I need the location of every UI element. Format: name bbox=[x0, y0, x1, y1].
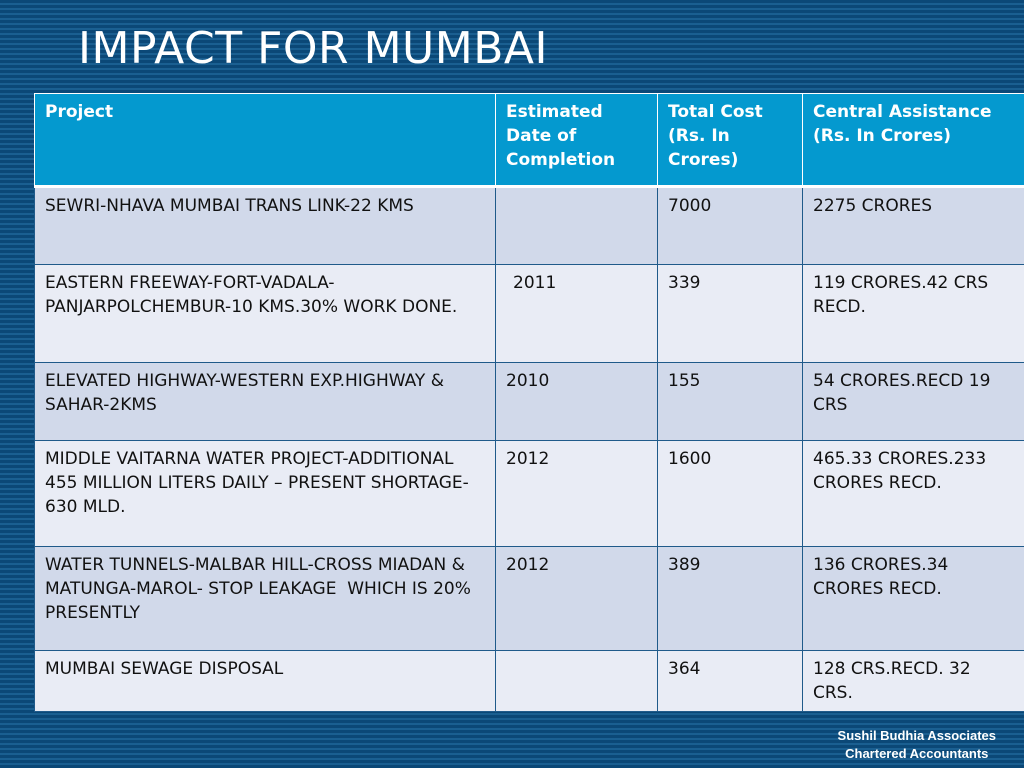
cell-project: MIDDLE VAITARNA WATER PROJECT-ADDITIONAL… bbox=[34, 440, 496, 547]
table-row: WATER TUNNELS-MALBAR HILL-CROSS MIADAN &… bbox=[34, 546, 1024, 651]
cell-project: ELEVATED HIGHWAY-WESTERN EXP.HIGHWAY & S… bbox=[34, 362, 496, 441]
table-row: ELEVATED HIGHWAY-WESTERN EXP.HIGHWAY & S… bbox=[34, 362, 1024, 441]
footer-firm-subtitle: Chartered Accountants bbox=[845, 746, 989, 761]
cell-assistance: 2275 CRORES bbox=[802, 186, 1024, 265]
cell-project: WATER TUNNELS-MALBAR HILL-CROSS MIADAN &… bbox=[34, 546, 496, 651]
header-estimated-date: Estimated Date of Completion bbox=[495, 93, 658, 188]
cell-date: 2010 bbox=[495, 362, 658, 441]
cell-cost: 1600 bbox=[657, 440, 803, 547]
cell-cost: 364 bbox=[657, 650, 803, 712]
cell-date: 2012 bbox=[495, 546, 658, 651]
table-row: SEWRI-NHAVA MUMBAI TRANS LINK-22 KMS 700… bbox=[34, 186, 1024, 265]
footer-credit: Sushil Budhia Associates Chartered Accou… bbox=[838, 727, 996, 763]
cell-cost: 339 bbox=[657, 264, 803, 363]
cell-date: 2012 bbox=[495, 440, 658, 547]
cell-cost: 389 bbox=[657, 546, 803, 651]
header-central-assistance: Central Assistance (Rs. In Crores) bbox=[802, 93, 1024, 188]
table-row: MIDDLE VAITARNA WATER PROJECT-ADDITIONAL… bbox=[34, 440, 1024, 547]
projects-table: Project Estimated Date of Completion Tot… bbox=[34, 93, 1024, 712]
cell-assistance: 119 CRORES.42 CRS RECD. bbox=[802, 264, 1024, 363]
header-central-assistance-line1: Central Assistance bbox=[813, 102, 992, 122]
cell-project: MUMBAI SEWAGE DISPOSAL bbox=[34, 650, 496, 712]
cell-assistance: 136 CRORES.34 CRORES RECD. bbox=[802, 546, 1024, 651]
table-row: MUMBAI SEWAGE DISPOSAL 364 128 CRS.RECD.… bbox=[34, 650, 1024, 712]
cell-date bbox=[495, 186, 658, 265]
cell-cost: 7000 bbox=[657, 186, 803, 265]
header-central-assistance-line2: (Rs. In Crores) bbox=[813, 126, 952, 146]
cell-project: EASTERN FREEWAY-FORT-VADALA-PANJARPOLCHE… bbox=[34, 264, 496, 363]
table-row: EASTERN FREEWAY-FORT-VADALA-PANJARPOLCHE… bbox=[34, 264, 1024, 363]
cell-date: 2011 bbox=[495, 264, 658, 363]
cell-cost: 155 bbox=[657, 362, 803, 441]
header-total-cost: Total Cost (Rs. In Crores) bbox=[657, 93, 803, 188]
cell-assistance: 54 CRORES.RECD 19 CRS bbox=[802, 362, 1024, 441]
header-project: Project bbox=[34, 93, 496, 188]
slide-title: IMPACT FOR MUMBAI bbox=[78, 23, 548, 74]
cell-assistance: 465.33 CRORES.233 CRORES RECD. bbox=[802, 440, 1024, 547]
footer-firm-name: Sushil Budhia Associates bbox=[837, 728, 996, 743]
table-header-row: Project Estimated Date of Completion Tot… bbox=[34, 93, 1024, 188]
cell-date bbox=[495, 650, 658, 712]
cell-assistance: 128 CRS.RECD. 32 CRS. bbox=[802, 650, 1024, 712]
cell-project: SEWRI-NHAVA MUMBAI TRANS LINK-22 KMS bbox=[34, 186, 496, 265]
projects-table-wrapper: Project Estimated Date of Completion Tot… bbox=[34, 93, 1024, 712]
